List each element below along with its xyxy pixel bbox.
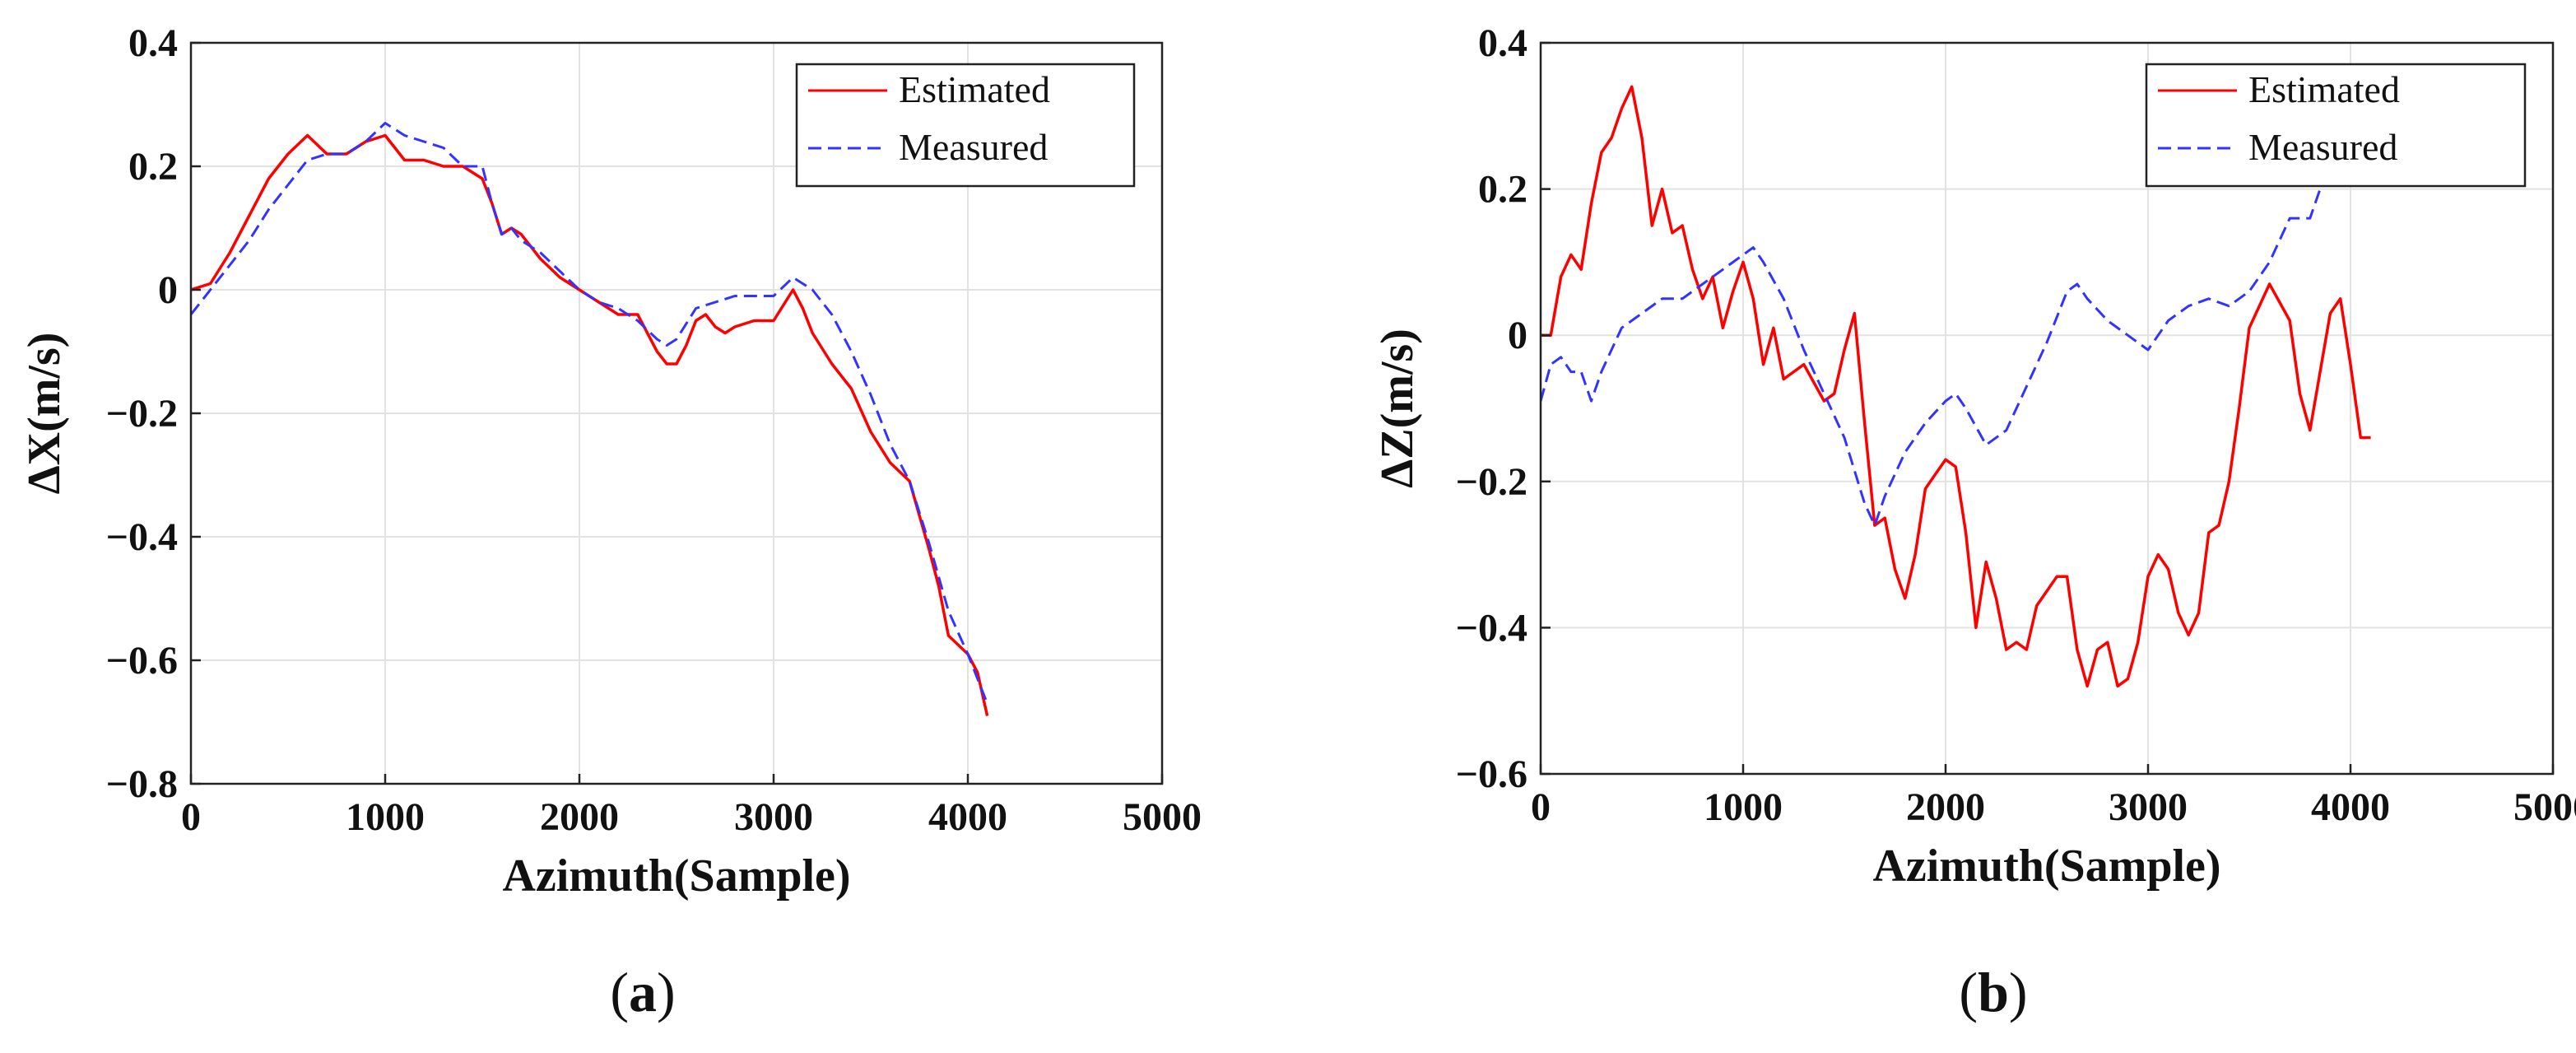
panel-label: (b) bbox=[1959, 961, 2027, 1023]
x-axis-title: Azimuth(Sample) bbox=[1872, 841, 2220, 892]
y-axis-title: ΔX(m/s) bbox=[19, 333, 70, 495]
series-line-estimated bbox=[1541, 85, 2371, 688]
series-line-measured bbox=[1541, 189, 2322, 527]
x-tick-label: 5000 bbox=[2513, 785, 2576, 829]
series-line-estimated bbox=[191, 133, 989, 716]
x-tick-label: 2000 bbox=[1906, 785, 1985, 829]
x-tick-label: 5000 bbox=[1123, 795, 1202, 839]
y-tick-label: 0.4 bbox=[1478, 21, 1527, 65]
y-tick-label: −0.6 bbox=[106, 639, 178, 683]
panel-label: (a) bbox=[610, 961, 675, 1023]
x-tick-label: 4000 bbox=[2311, 785, 2390, 829]
x-tick-label: 1000 bbox=[1704, 785, 1783, 829]
y-axis-title: ΔZ(m/s) bbox=[1372, 328, 1423, 488]
panel-b: 0 1000 2000 3000 4000 5000 0.4 0.2 0 −0.2 −0.4 −0.6… bbox=[1372, 21, 2576, 1023]
legend-box bbox=[795, 63, 1136, 188]
y-tick-label: −0.2 bbox=[106, 392, 178, 436]
y-tick-label: −0.4 bbox=[1456, 606, 1527, 650]
legend-label: Measured bbox=[2248, 126, 2397, 168]
y-tick-label: −0.2 bbox=[1456, 460, 1527, 504]
y-tick-label: 0.2 bbox=[1478, 168, 1527, 212]
x-axis-title: Azimuth(Sample) bbox=[502, 850, 850, 902]
x-tick-label: 4000 bbox=[928, 795, 1007, 839]
y-tick-label: 0 bbox=[158, 268, 178, 312]
series-line-measured bbox=[191, 122, 988, 705]
y-tick-label: 0 bbox=[1508, 314, 1527, 357]
y-tick-label: 0.2 bbox=[128, 145, 178, 189]
legend-label: Measured bbox=[899, 126, 1048, 168]
legend: Estimated Measured bbox=[2145, 63, 2527, 188]
y-tick-label: −0.8 bbox=[106, 762, 178, 806]
x-tick-label: 0 bbox=[181, 795, 201, 839]
x-tick-label: 3000 bbox=[734, 795, 813, 839]
legend-label: Estimated bbox=[2248, 68, 2400, 110]
axes-frame bbox=[1539, 41, 2555, 776]
panel-a: 0 1000 2000 3000 4000 5000 0.4 0.2 0 −0.2 −0.4 −0.6… bbox=[19, 21, 1202, 1023]
x-tick-label: 0 bbox=[1531, 785, 1551, 829]
y-tick-label: −0.4 bbox=[106, 515, 178, 559]
x-tick-label: 2000 bbox=[540, 795, 619, 839]
y-tick-label: −0.6 bbox=[1456, 752, 1527, 796]
x-tick-label: 1000 bbox=[346, 795, 425, 839]
legend-label: Estimated bbox=[899, 68, 1050, 110]
legend: Estimated Measured bbox=[795, 63, 1136, 188]
y-tick-label: 0.4 bbox=[128, 21, 178, 65]
x-tick-label: 3000 bbox=[2109, 785, 2188, 829]
legend-box bbox=[2145, 63, 2527, 188]
